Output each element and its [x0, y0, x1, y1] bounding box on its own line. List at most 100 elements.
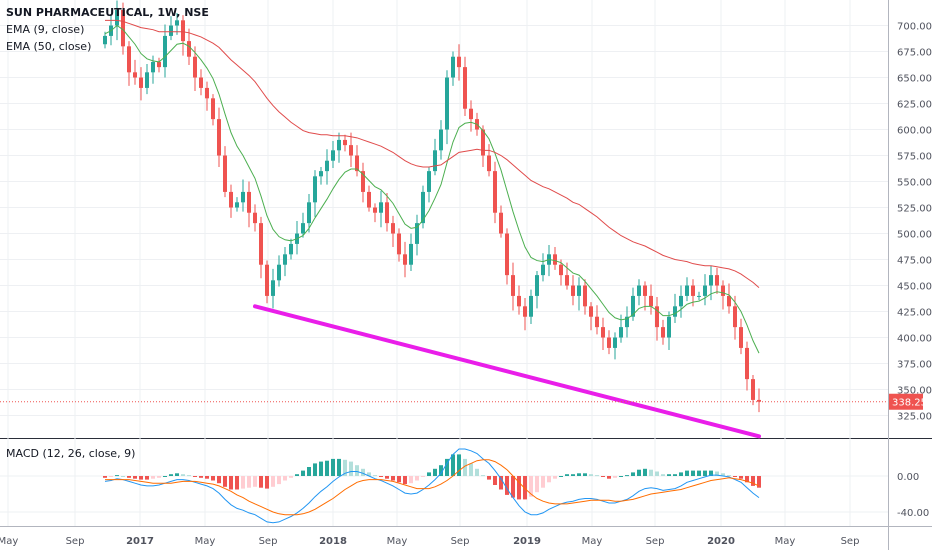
- candle-body[interactable]: [103, 35, 107, 45]
- candle-body[interactable]: [493, 171, 497, 213]
- candle-body[interactable]: [463, 67, 467, 109]
- candle-body[interactable]: [319, 171, 323, 177]
- candle-body[interactable]: [595, 316, 599, 328]
- candle-body[interactable]: [505, 233, 509, 276]
- candle-body[interactable]: [589, 306, 593, 317]
- candle-body[interactable]: [445, 77, 449, 130]
- candle-body[interactable]: [481, 129, 485, 156]
- candle-body[interactable]: [289, 243, 293, 255]
- candle-body[interactable]: [553, 254, 557, 265]
- candle-body[interactable]: [127, 46, 131, 73]
- candle-body[interactable]: [205, 87, 209, 99]
- candle-body[interactable]: [523, 306, 527, 317]
- candle-body[interactable]: [145, 72, 149, 88]
- candle-body[interactable]: [133, 72, 137, 78]
- candle-body[interactable]: [643, 285, 647, 296]
- candle-body[interactable]: [745, 347, 749, 380]
- candle-body[interactable]: [169, 25, 173, 36]
- candle-body[interactable]: [367, 191, 371, 208]
- candle-body[interactable]: [613, 337, 617, 348]
- candle-body[interactable]: [697, 295, 701, 297]
- candle-body[interactable]: [151, 61, 155, 73]
- candle-body[interactable]: [211, 98, 215, 120]
- candle-body[interactable]: [451, 56, 455, 78]
- candle-body[interactable]: [373, 207, 377, 213]
- candle-body[interactable]: [193, 56, 197, 78]
- candle-body[interactable]: [121, 9, 125, 47]
- candle-body[interactable]: [307, 202, 311, 224]
- candle-body[interactable]: [661, 327, 665, 338]
- candle-body[interactable]: [139, 77, 143, 88]
- candle-body[interactable]: [115, 9, 119, 26]
- candle-body[interactable]: [379, 202, 383, 213]
- candle-body[interactable]: [283, 254, 287, 265]
- candle-body[interactable]: [535, 275, 539, 296]
- candle-body[interactable]: [721, 285, 725, 296]
- candle-body[interactable]: [487, 155, 491, 172]
- trendline[interactable]: [253, 304, 761, 439]
- candle-body[interactable]: [325, 160, 329, 172]
- candle-body[interactable]: [265, 264, 269, 296]
- candle-body[interactable]: [715, 275, 719, 286]
- candle-body[interactable]: [235, 202, 239, 208]
- candle-body[interactable]: [181, 20, 185, 42]
- candle-body[interactable]: [631, 295, 635, 317]
- candle-body[interactable]: [727, 295, 731, 307]
- candle-body[interactable]: [223, 155, 227, 192]
- candle-body[interactable]: [157, 61, 161, 68]
- candle-body[interactable]: [499, 212, 503, 234]
- macd-legend[interactable]: MACD (12, 26, close, 9): [6, 447, 136, 460]
- candle-body[interactable]: [427, 171, 431, 192]
- candle-body[interactable]: [199, 77, 203, 88]
- candle-body[interactable]: [385, 202, 389, 224]
- candle-body[interactable]: [673, 306, 677, 317]
- candle-body[interactable]: [217, 119, 221, 156]
- candle-body[interactable]: [253, 212, 257, 224]
- candle-body[interactable]: [733, 306, 737, 328]
- candle-body[interactable]: [571, 285, 575, 296]
- candle-body[interactable]: [313, 176, 317, 203]
- candle-body[interactable]: [229, 191, 233, 208]
- candle-body[interactable]: [637, 285, 641, 296]
- candle-body[interactable]: [415, 223, 419, 244]
- ema-slow-legend[interactable]: EMA (50, close): [6, 40, 92, 53]
- candle-body[interactable]: [685, 285, 689, 296]
- candle-body[interactable]: [163, 35, 167, 68]
- candle-body[interactable]: [691, 285, 695, 296]
- candle-body[interactable]: [331, 150, 335, 161]
- candle-body[interactable]: [607, 337, 611, 348]
- candle-body[interactable]: [247, 191, 251, 213]
- candle-body[interactable]: [577, 285, 581, 296]
- candle-body[interactable]: [739, 327, 743, 348]
- candle-body[interactable]: [757, 399, 761, 402]
- candle-body[interactable]: [355, 155, 359, 172]
- candle-body[interactable]: [361, 171, 365, 192]
- candle-body[interactable]: [397, 233, 401, 255]
- candle-body[interactable]: [343, 139, 347, 146]
- candle-body[interactable]: [391, 223, 395, 234]
- candle-body[interactable]: [619, 327, 623, 338]
- candle-body[interactable]: [271, 280, 275, 296]
- candle-body[interactable]: [751, 379, 755, 400]
- candle-body[interactable]: [187, 41, 191, 57]
- candle-body[interactable]: [679, 295, 683, 307]
- candle-body[interactable]: [439, 129, 443, 151]
- candle-body[interactable]: [709, 275, 713, 286]
- candle-body[interactable]: [241, 191, 245, 203]
- candle-body[interactable]: [667, 316, 671, 338]
- candle-body[interactable]: [349, 145, 353, 156]
- candle-body[interactable]: [421, 191, 425, 224]
- candle-body[interactable]: [559, 264, 563, 276]
- candle-body[interactable]: [175, 20, 179, 26]
- candle-body[interactable]: [337, 139, 341, 151]
- candle-body[interactable]: [655, 306, 659, 328]
- candle-body[interactable]: [409, 243, 413, 265]
- candle-body[interactable]: [649, 295, 653, 307]
- candle-body[interactable]: [583, 285, 587, 307]
- candle-body[interactable]: [625, 316, 629, 328]
- candle-body[interactable]: [457, 56, 461, 68]
- ema-fast-legend[interactable]: EMA (9, close): [6, 23, 85, 36]
- candle-body[interactable]: [565, 275, 569, 286]
- candle-body[interactable]: [403, 254, 407, 265]
- candle-body[interactable]: [529, 295, 533, 317]
